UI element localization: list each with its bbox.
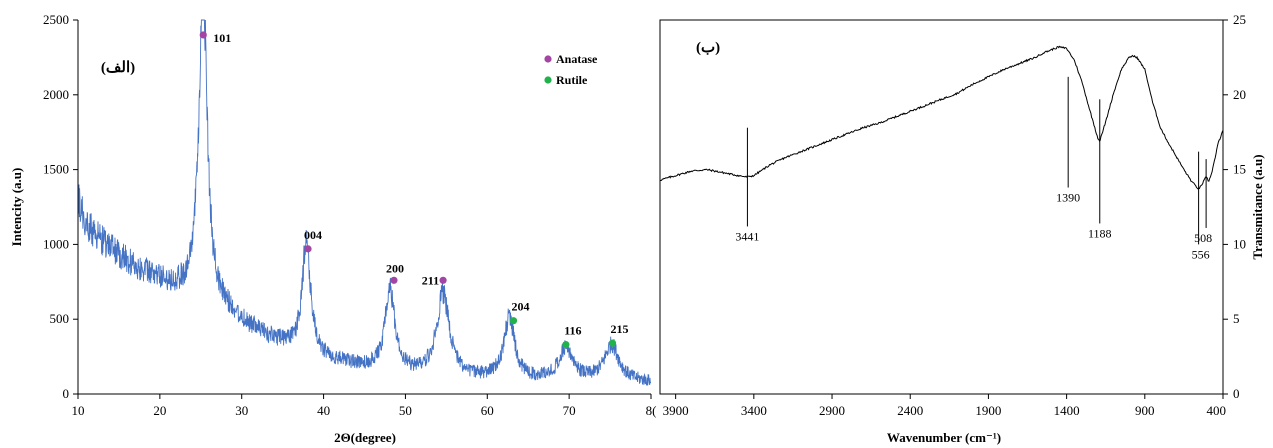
ftir-y-tick-label: 10 bbox=[1233, 236, 1246, 251]
ftir-spectrum-line bbox=[660, 45, 1224, 190]
ftir-chart: 0 5 10 15 20 25 3900 3400 2900 2400 1900 1400 900 400… bbox=[659, 12, 1265, 445]
peak-marker-211 bbox=[439, 276, 447, 284]
band-label-3441: 3441 bbox=[735, 229, 759, 243]
ftir-y-tick-label: 15 bbox=[1233, 162, 1246, 177]
peak-marker-200 bbox=[390, 276, 398, 284]
xrd-x-tick-label: 30 bbox=[235, 403, 248, 418]
xrd-ticks-group: 0 500 1000 1500 2000 2500 10 20 30 40 50 60 70 8( bbox=[43, 12, 656, 418]
xrd-x-tick-label: 20 bbox=[153, 403, 166, 418]
xrd-axes bbox=[77, 20, 651, 395]
band-label-556: 556 bbox=[1192, 247, 1210, 261]
ftir-y-tick-label: 25 bbox=[1233, 12, 1246, 27]
xrd-legend: Anatase Rutile bbox=[544, 52, 598, 87]
xrd-spectrum-group bbox=[77, 19, 652, 386]
band-label-1188: 1188 bbox=[1088, 226, 1112, 240]
xrd-x-axis-title: 2Θ(degree) bbox=[334, 430, 396, 445]
peak-label-204: 204 bbox=[511, 300, 529, 314]
ftir-y-axis-title: Transmitance (a.u) bbox=[1250, 154, 1265, 259]
ftir-x-axis-title: Wavenumber (cm⁻¹) bbox=[887, 430, 1001, 445]
peak-label-004: 004 bbox=[304, 228, 322, 242]
ftir-x-tick-label: 1900 bbox=[975, 403, 1001, 418]
xrd-y-tick-label: 1500 bbox=[43, 162, 69, 177]
peak-marker-204 bbox=[509, 317, 518, 325]
ftir-plot-frame bbox=[659, 19, 1224, 395]
xrd-y-tick-label: 500 bbox=[50, 311, 70, 326]
ftir-x-tick-label: 900 bbox=[1135, 403, 1155, 418]
xrd-x-tick-label: 10 bbox=[72, 403, 85, 418]
peak-marker-101 bbox=[199, 31, 207, 39]
peak-marker-215 bbox=[608, 339, 617, 347]
ftir-y-tick-label: 20 bbox=[1233, 87, 1246, 102]
ftir-ticks-group: 0 5 10 15 20 25 3900 3400 2900 2400 1900 1400 900 400 bbox=[663, 12, 1246, 418]
peak-marker-116 bbox=[562, 341, 570, 349]
ftir-band-annotations-group: 3441 1390 1188 556 508 bbox=[735, 76, 1212, 261]
xrd-y-tick-label: 1000 bbox=[43, 236, 69, 251]
xrd-x-tick-label: 50 bbox=[399, 403, 412, 418]
xrd-x-tick-label: 70 bbox=[563, 403, 576, 418]
xrd-x-tick-label: 40 bbox=[317, 403, 330, 418]
xrd-x-tick-label: 60 bbox=[481, 403, 494, 418]
peak-label-215: 215 bbox=[611, 322, 629, 336]
ftir-x-tick-label: 3900 bbox=[663, 403, 689, 418]
peak-label-116: 116 bbox=[564, 324, 581, 338]
band-label-508: 508 bbox=[1194, 231, 1212, 245]
ftir-y-tick-label: 0 bbox=[1233, 386, 1240, 401]
xrd-panel-label: (الف) bbox=[101, 60, 135, 76]
ftir-panel-label: (ب) bbox=[696, 40, 720, 56]
xrd-x-tick-label: 8( bbox=[646, 403, 657, 418]
ftir-x-tick-label: 2400 bbox=[897, 403, 923, 418]
legend-label-rutile: Rutile bbox=[556, 73, 588, 87]
xrd-y-axis-title: Intencity (a.u) bbox=[9, 168, 24, 247]
xrd-y-tick-label: 0 bbox=[63, 386, 70, 401]
peak-label-211: 211 bbox=[422, 273, 439, 287]
xrd-y-tick-label: 2000 bbox=[43, 87, 69, 102]
peak-label-200: 200 bbox=[386, 261, 404, 275]
ftir-x-tick-label: 3400 bbox=[741, 403, 767, 418]
ftir-x-tick-label: 400 bbox=[1207, 403, 1227, 418]
legend-marker-rutile bbox=[544, 76, 552, 84]
xrd-y-tick-label: 2500 bbox=[43, 12, 69, 27]
ftir-y-tick-label: 5 bbox=[1233, 311, 1240, 326]
ftir-spectrum-group bbox=[660, 45, 1224, 190]
ftir-x-tick-label: 2900 bbox=[819, 403, 845, 418]
xrd-peak-markers-group: 101 004 200 211 204 116 215 bbox=[199, 31, 629, 349]
peak-marker-004 bbox=[304, 245, 312, 253]
band-label-1390: 1390 bbox=[1056, 191, 1080, 205]
peak-label-101: 101 bbox=[213, 31, 231, 45]
xrd-spectrum-line bbox=[77, 19, 652, 386]
ftir-x-tick-label: 1400 bbox=[1054, 403, 1080, 418]
legend-marker-anatase bbox=[544, 55, 552, 63]
legend-label-anatase: Anatase bbox=[556, 52, 598, 66]
xrd-chart: 0 500 1000 1500 2000 2500 10 20 30 40 50 60 70 8( 101… bbox=[9, 12, 656, 445]
